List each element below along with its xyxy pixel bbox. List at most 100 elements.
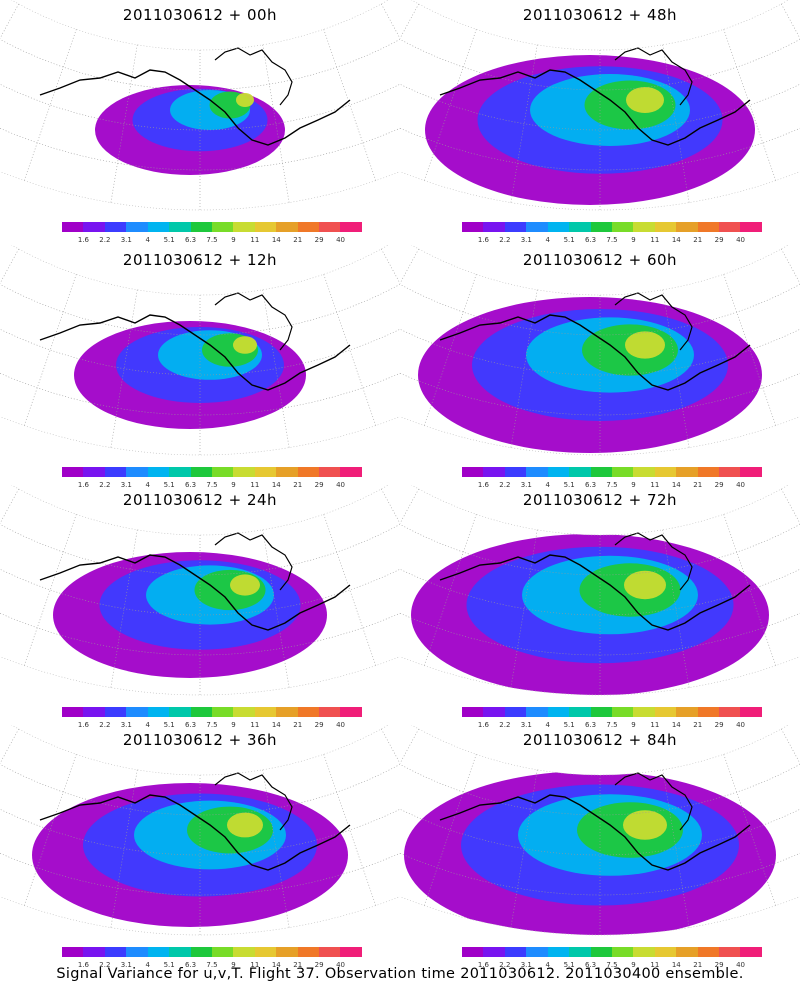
variance-field [32,783,348,927]
colorbar-label: 11 [650,236,660,244]
colorbar-swatch [233,947,255,957]
colorbar [62,467,362,479]
panel-title: 2011030612 + 84h [522,731,678,749]
polar-map [0,485,400,696]
graticule-meridian [323,29,377,181]
colorbar-label: 29 [314,721,324,729]
variance-contour [227,812,263,838]
colorbar-swatch [126,707,148,717]
colorbar-swatch [83,467,105,477]
colorbar-label: 40 [336,721,346,729]
colorbar-label: 40 [336,961,346,969]
colorbar [462,947,762,959]
colorbar-swatch [126,467,148,477]
map-boundary [0,245,400,456]
colorbar-label: 29 [714,961,724,969]
panel-title: 2011030612 + 48h [522,6,678,24]
colorbar-label: 14 [671,481,681,489]
colorbar-label: 7.5 [206,721,218,729]
colorbar-swatch [526,467,548,477]
colorbar-label: 21 [693,481,703,489]
colorbar-label: 11 [650,481,660,489]
coastline [39,794,351,871]
colorbar-label: 29 [714,721,724,729]
colorbar-label: 1.6 [477,961,489,969]
polar-map [0,0,400,211]
colorbar-swatch [190,467,212,477]
map-boundary [0,725,400,936]
colorbar-swatch [169,707,191,717]
colorbar-swatch [719,707,741,717]
colorbar-label: 7.5 [606,236,618,244]
map-panel: 2011030612 + 12h 1.6 2.2 3.1 4 5.1 6.3 7.5 9 11 14… [0,245,400,489]
colorbar-swatch [590,947,612,957]
colorbar-label: 5.1 [163,481,175,489]
colorbar-swatch [62,707,84,717]
colorbar-swatch [697,467,720,477]
graticule-meridian [400,3,419,39]
variance-field [411,534,769,695]
graticule-parallel [400,523,800,576]
colorbar [62,947,362,959]
colorbar-swatch [590,467,612,477]
colorbar-label: 14 [271,961,281,969]
graticule-meridian [381,728,400,764]
colorbar [62,707,362,719]
colorbar-label: 11 [650,961,660,969]
colorbar-label: 9 [231,481,236,489]
map-panel: 2011030612 + 48h 1.6 2.2 3.1 4 5.1 6.3 7.5 9 11 14… [400,0,800,244]
colorbar-swatch [297,222,320,232]
colorbar-swatch [676,707,698,717]
graticule-meridian [0,728,19,764]
coastline-arctic [214,292,293,351]
colorbar-label: 11 [250,236,260,244]
colorbar-swatch [211,222,234,232]
colorbar-swatch [169,222,191,232]
colorbar-label: 14 [271,481,281,489]
graticule-meridian [781,488,800,524]
graticule-parallel [400,763,800,816]
colorbar-label: 7.5 [206,236,218,244]
colorbar-label: 7.5 [606,961,618,969]
colorbar-label: 6.3 [584,481,597,489]
colorbar-swatch [483,222,505,232]
colorbar-label: 5.1 [163,236,175,244]
variance-contour [233,336,257,354]
colorbar-label: 6.3 [584,236,597,244]
polar-map [0,245,400,456]
colorbar-swatch [697,707,720,717]
colorbar-swatch [611,222,634,232]
colorbar-label: 3.1 [520,236,532,244]
colorbar-label: 2.2 [99,236,111,244]
colorbar-label: 40 [336,236,346,244]
panel-title: 2011030612 + 12h [122,251,278,269]
colorbar-swatch [654,947,677,957]
map-boundary [400,245,800,456]
coastline-arctic [614,772,693,831]
colorbar-label: 9 [231,721,236,729]
graticule-parallel [0,283,400,336]
colorbar-swatch [297,467,320,477]
colorbar-swatch [340,947,362,957]
colorbar-label: 1.6 [77,481,89,489]
colorbar-swatch [740,222,762,232]
colorbar-label: 9 [631,961,636,969]
coastline-arctic [214,772,293,831]
polar-map [400,245,800,456]
map-boundary [0,0,400,211]
colorbar-swatch [62,222,84,232]
colorbar-swatch [147,947,170,957]
colorbar-swatch [319,707,341,717]
colorbar-labels: 1.6 2.2 3.1 4 5.1 6.3 7.5 9 11 14 21 29 40 [62,961,362,971]
colorbar-labels: 1.6 2.2 3.1 4 5.1 6.3 7.5 9 11 14 21 29 40 [62,481,362,491]
graticule-meridian [381,3,400,39]
colorbar-label: 6.3 [584,961,597,969]
colorbar-swatch [569,467,591,477]
colorbar-swatch [147,222,170,232]
coastline [439,314,751,391]
colorbar-swatch [276,707,298,717]
colorbar-label: 9 [631,236,636,244]
colorbar-label: 9 [631,481,636,489]
coastline [39,314,351,391]
colorbar-label: 40 [736,721,746,729]
